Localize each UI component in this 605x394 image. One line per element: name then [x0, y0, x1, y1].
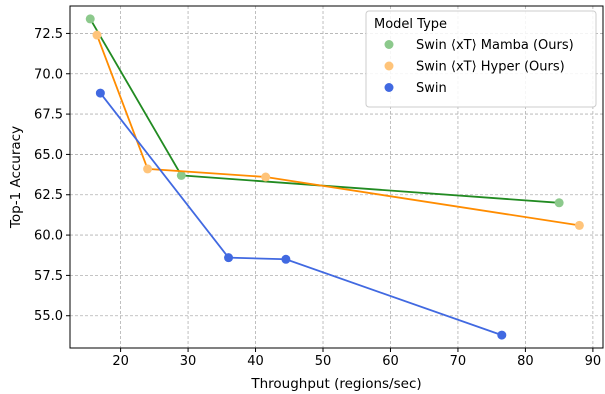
legend-marker [384, 83, 394, 92]
legend: Model Type Swin ⟨xT⟩ Mamba (Ours) Swin ⟨xT… [365, 10, 597, 108]
data-point [497, 330, 507, 340]
data-point [574, 220, 584, 230]
data-point [224, 253, 234, 263]
x-tick-label: 40 [247, 354, 264, 369]
data-point [554, 198, 564, 208]
legend-label: Swin ⟨xT⟩ Hyper (Ours) [416, 60, 565, 75]
x-tick-label: 90 [585, 354, 602, 369]
y-tick-label: 67.5 [34, 108, 63, 123]
legend-box [365, 10, 597, 108]
y-tick-label: 57.5 [34, 269, 63, 284]
data-point [85, 14, 95, 24]
plot-frame [69, 5, 604, 349]
data-point [261, 172, 271, 182]
x-axis-label: Throughput (regions/sec) [250, 376, 421, 392]
series-line [96, 34, 580, 227]
series-2 [95, 88, 507, 340]
legend-title: Model Type [374, 17, 447, 32]
data-point [95, 88, 105, 98]
data-point [92, 30, 102, 40]
y-tick-label: 60.0 [34, 229, 63, 244]
x-tick-label: 20 [112, 354, 129, 369]
x-tick-label: 70 [450, 354, 467, 369]
legend-label: Swin ⟨xT⟩ Mamba (Ours) [416, 38, 574, 53]
y-tick-label: 70.0 [34, 67, 63, 82]
data-point [143, 164, 153, 174]
x-tick-label: 30 [180, 354, 197, 369]
x-tick-label: 60 [382, 354, 399, 369]
series-1 [92, 30, 584, 230]
x-tick-label: 50 [315, 354, 332, 369]
y-tick-label: 72.5 [34, 27, 63, 42]
legend-marker [384, 61, 394, 71]
legend-label: Swin [416, 81, 447, 96]
y-tick-label: 62.5 [34, 188, 63, 203]
series-line [99, 92, 503, 336]
y-tick-label: 65.0 [34, 148, 63, 163]
data-point [281, 254, 291, 264]
data-point [176, 170, 186, 180]
series-layer [85, 14, 584, 340]
ticks: 20 30 40 50 60 70 80 90 55.0 57.5 60.0 62.5 65.0 67.5… [34, 27, 601, 369]
y-tick-label: 55.0 [34, 309, 63, 324]
x-tick-label: 80 [517, 354, 534, 369]
series-0 [85, 14, 564, 208]
legend-marker [384, 40, 394, 49]
y-axis-label: Top-1 Accuracy [8, 126, 24, 229]
